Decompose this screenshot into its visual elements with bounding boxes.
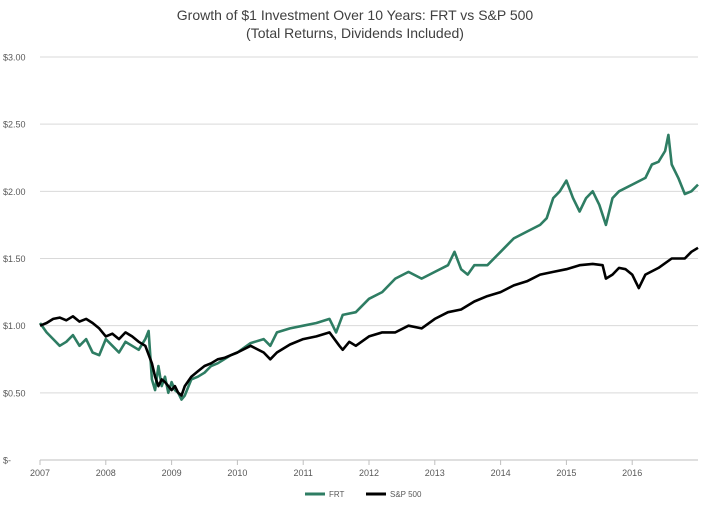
x-tick-label: 2014 xyxy=(491,468,511,478)
chart-subtitle: (Total Returns, Dividends Included) xyxy=(246,25,464,41)
y-tick-label: $1.00 xyxy=(3,321,26,331)
legend-label-sp500: S&P 500 xyxy=(390,490,422,499)
y-tick-label: $- xyxy=(3,456,11,466)
y-tick-label: $0.50 xyxy=(3,388,26,398)
x-tick-label: 2009 xyxy=(162,468,182,478)
series-lines xyxy=(38,133,699,401)
x-tick-label: 2011 xyxy=(294,468,313,478)
series-line-frt xyxy=(38,133,699,401)
gridlines xyxy=(40,56,698,394)
series-line-sp500 xyxy=(39,246,699,397)
y-tick-label: $2.50 xyxy=(3,120,26,130)
legend: FRT S&P 500 xyxy=(305,490,422,499)
y-tick-label: $1.50 xyxy=(3,254,26,264)
x-tick-label: 2015 xyxy=(556,468,576,478)
x-tick-label: 2008 xyxy=(96,468,116,478)
legend-label-frt: FRT xyxy=(329,490,345,499)
x-tick-label: 2013 xyxy=(425,468,445,478)
chart-title: Growth of $1 Investment Over 10 Years: F… xyxy=(177,7,534,23)
x-tick-label: 2016 xyxy=(622,468,642,478)
axes: $- $0.50 $1.00 $1.50 $2.00 $2.50 $3.00 2007 2008… xyxy=(3,53,698,478)
y-tick-label: $3.00 xyxy=(3,53,26,63)
x-tick-label: 2012 xyxy=(359,468,379,478)
x-tick-label: 2007 xyxy=(30,468,50,478)
y-tick-label: $2.00 xyxy=(3,187,26,197)
x-tick-label: 2010 xyxy=(227,468,247,478)
